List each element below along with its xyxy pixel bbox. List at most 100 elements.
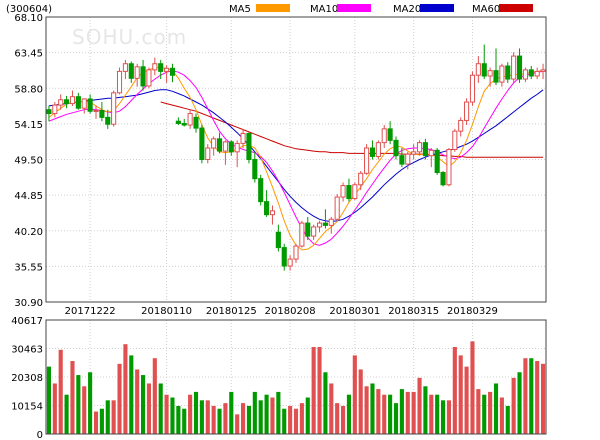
candles (46, 44, 546, 271)
price-tick-label: 58.80 (14, 84, 43, 95)
candle-body (534, 70, 540, 77)
candle-body (505, 65, 511, 80)
price-tick-label: 44.85 (14, 191, 43, 202)
volume-tick-label: 10154 (11, 402, 43, 413)
volume-bar (235, 414, 240, 434)
volume-bar (346, 394, 351, 434)
candle-body (75, 96, 81, 109)
candle-body (228, 141, 234, 153)
candle-body (158, 63, 164, 72)
candle-body (399, 155, 405, 165)
candle-body (305, 222, 311, 237)
candle-body (493, 70, 499, 83)
volume-bar (76, 375, 81, 434)
volume-bar (411, 391, 416, 434)
ma60-line (160, 101, 544, 158)
candle-body (116, 70, 123, 94)
volume-bar (529, 358, 534, 434)
volume-bar (393, 403, 399, 434)
volume-tick-label: 20308 (11, 373, 43, 384)
candle-body (499, 65, 505, 83)
candle-body (240, 132, 246, 144)
volume-bar (288, 405, 293, 434)
volume-bar (117, 363, 122, 434)
volume-bar (382, 394, 387, 434)
volume-bar (217, 408, 222, 434)
candle-body (128, 63, 134, 79)
candle-body (452, 130, 458, 151)
candle-body (111, 92, 117, 125)
candle-body (105, 116, 111, 125)
candle-body (264, 201, 270, 216)
volume-bar (111, 400, 116, 434)
candle-body (364, 147, 370, 174)
candle-body (258, 178, 264, 203)
volume-bar (258, 400, 263, 434)
volume-bar (305, 397, 310, 434)
volume-bar (223, 403, 228, 434)
candle-body (511, 55, 517, 80)
candle-body (328, 218, 334, 226)
volume-bar (105, 400, 110, 434)
candle-body (175, 120, 181, 124)
candle-body (152, 63, 158, 71)
price-tick-label: 68.10 (14, 13, 43, 24)
price-tick-label: 30.90 (14, 298, 43, 309)
candle-body (211, 138, 217, 149)
candle-body (316, 222, 323, 228)
date-tick-label: 20171222 (65, 306, 116, 317)
volume-tick-label: 40617 (11, 316, 43, 327)
candle-body (458, 119, 464, 132)
volume-bar (64, 394, 69, 434)
volume-bar (270, 397, 275, 434)
candle-body (334, 196, 340, 220)
volume-bar (329, 383, 334, 434)
candle-body (46, 109, 52, 115)
candle-body (381, 128, 387, 144)
volume-tick-label: 30463 (11, 344, 43, 355)
candle-body (287, 258, 293, 267)
candle-body (246, 132, 252, 161)
candle-body (164, 67, 170, 72)
volume-bar (535, 361, 540, 434)
volume-bar (470, 341, 475, 434)
volume-bar (399, 389, 404, 434)
date-tick-label: 20180329 (447, 306, 498, 317)
volume-bar (205, 400, 210, 434)
volume-bar (429, 394, 434, 434)
price-tick-label: 40.20 (14, 227, 43, 238)
volume-bar (146, 383, 151, 434)
volume-bar (493, 383, 499, 434)
candle-body (375, 142, 381, 157)
volume-bar (176, 405, 181, 434)
volume-bar (135, 369, 140, 434)
ma5-line (48, 67, 544, 251)
volume-panel-frame (45, 319, 547, 435)
volume-bar (152, 358, 157, 434)
candle-body (187, 113, 193, 126)
volume-bar (311, 346, 316, 434)
volume-bar (129, 355, 134, 434)
candle-body (140, 66, 146, 87)
volume-bar (99, 408, 104, 434)
price-tick-label: 63.45 (14, 49, 43, 60)
volume-bar (293, 408, 299, 434)
date-tick-label: 20180315 (388, 306, 439, 317)
legend-label-ma20: MA20 (393, 4, 421, 15)
candle-body (181, 122, 187, 126)
candle-body (87, 98, 93, 112)
candle-body (340, 185, 346, 198)
volume-bar (58, 349, 63, 434)
date-tick-label: 20180208 (265, 306, 316, 317)
candle-body (387, 128, 393, 141)
legend: MA5 MA10 MA20 MA60 (229, 4, 533, 15)
volume-bar (141, 375, 146, 434)
volume-bar (511, 377, 516, 434)
candle-body (134, 66, 140, 79)
candle-body (369, 147, 376, 157)
candle-body (205, 147, 211, 161)
candle-body (199, 127, 205, 161)
legend-swatch-ma10 (337, 4, 371, 12)
ma10-line (48, 70, 544, 246)
